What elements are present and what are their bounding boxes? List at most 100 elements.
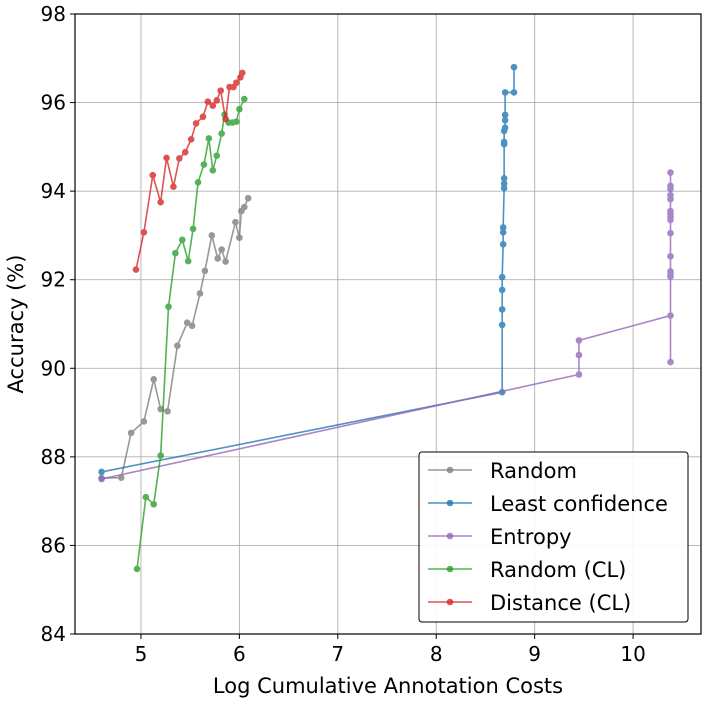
data-point-random-cl bbox=[218, 130, 225, 137]
data-point-distance-cl bbox=[149, 171, 157, 179]
data-point-least-confidence bbox=[499, 224, 507, 231]
data-point-entropy bbox=[667, 182, 674, 190]
legend-label: Entropy bbox=[490, 525, 572, 549]
legend-item: Random (CL) bbox=[428, 558, 626, 582]
data-point-random-cl bbox=[165, 303, 172, 311]
legend-item: Least confidence bbox=[428, 492, 668, 516]
data-point-least-confidence bbox=[510, 89, 518, 96]
data-point-random bbox=[201, 267, 209, 275]
y-tick-label: 90 bbox=[41, 356, 66, 380]
y-tick-label: 86 bbox=[41, 533, 66, 557]
data-point-random-cl bbox=[133, 565, 141, 573]
data-point-random bbox=[222, 258, 229, 265]
data-point-random bbox=[140, 418, 148, 425]
data-point-entropy bbox=[98, 475, 105, 483]
data-point-distance-cl bbox=[192, 120, 200, 127]
data-point-random bbox=[183, 319, 191, 326]
data-point-least-confidence bbox=[498, 286, 506, 294]
data-point-random-cl bbox=[142, 493, 150, 501]
data-point-entropy bbox=[667, 169, 674, 176]
data-point-random bbox=[236, 234, 243, 241]
data-point-distance-cl bbox=[209, 102, 217, 109]
data-point-distance-cl bbox=[217, 87, 224, 94]
data-point-distance-cl bbox=[204, 98, 212, 105]
series-layer bbox=[98, 63, 674, 573]
series-random-cl bbox=[133, 95, 248, 573]
legend: Random Least confidence Entropy Random (CL)… bbox=[418, 451, 689, 623]
data-point-entropy bbox=[667, 252, 674, 260]
data-point-random bbox=[174, 342, 181, 350]
series-entropy bbox=[98, 169, 674, 483]
data-point-distance-cl bbox=[157, 198, 164, 206]
data-point-entropy bbox=[667, 312, 674, 319]
legend-marker bbox=[446, 499, 454, 507]
legend-item: Random bbox=[428, 459, 577, 483]
data-point-random bbox=[196, 290, 204, 297]
y-tick-label: 98 bbox=[41, 2, 66, 26]
legend-item: Distance (CL) bbox=[428, 591, 631, 615]
data-point-distance-cl bbox=[233, 79, 240, 86]
x-tick-label: 9 bbox=[528, 642, 541, 666]
data-point-random bbox=[127, 429, 135, 437]
data-point-random bbox=[232, 218, 239, 226]
data-point-random-cl bbox=[205, 135, 213, 142]
data-point-distance-cl bbox=[170, 183, 177, 191]
data-point-random-cl bbox=[194, 178, 202, 186]
data-point-random-cl bbox=[189, 225, 197, 233]
data-point-random-cl bbox=[200, 161, 208, 168]
legend-marker bbox=[446, 598, 454, 606]
data-point-random bbox=[244, 194, 252, 202]
data-point-least-confidence bbox=[98, 468, 105, 476]
y-tick-label: 96 bbox=[41, 91, 66, 115]
legend-item: Entropy bbox=[428, 525, 572, 549]
data-point-entropy bbox=[575, 337, 583, 344]
x-tick-label: 10 bbox=[620, 642, 645, 666]
data-point-least-confidence bbox=[498, 273, 506, 281]
legend-label: Random (CL) bbox=[490, 558, 626, 582]
data-point-random bbox=[208, 232, 216, 239]
data-point-random-cl bbox=[178, 236, 186, 244]
data-point-least-confidence bbox=[499, 240, 507, 248]
data-point-least-confidence bbox=[501, 89, 509, 96]
legend-marker bbox=[446, 532, 454, 540]
data-point-least-confidence bbox=[501, 111, 509, 119]
data-point-random bbox=[218, 246, 225, 253]
data-point-entropy bbox=[667, 229, 674, 237]
legend-label: Distance (CL) bbox=[490, 591, 631, 615]
data-point-distance-cl bbox=[239, 69, 246, 77]
y-tick-label: 88 bbox=[41, 445, 66, 469]
legend-label: Random bbox=[490, 459, 577, 483]
data-point-distance-cl bbox=[132, 266, 140, 273]
y-tick-label: 92 bbox=[41, 268, 66, 292]
data-point-entropy bbox=[667, 207, 674, 215]
data-point-distance-cl bbox=[140, 229, 148, 236]
data-point-least-confidence bbox=[499, 229, 507, 236]
data-point-entropy bbox=[667, 358, 674, 366]
data-point-entropy bbox=[575, 371, 583, 378]
y-tick-label: 94 bbox=[41, 179, 66, 203]
data-point-entropy bbox=[667, 191, 674, 199]
data-point-distance-cl bbox=[213, 97, 221, 104]
data-point-random bbox=[240, 203, 248, 211]
data-point-least-confidence bbox=[498, 321, 506, 329]
data-point-entropy bbox=[575, 351, 583, 359]
data-point-random-cl bbox=[209, 167, 217, 174]
series-distance-cl bbox=[132, 69, 246, 273]
data-point-random bbox=[164, 407, 171, 415]
series-least-confidence bbox=[98, 63, 518, 476]
data-point-distance-cl bbox=[187, 136, 195, 143]
data-point-least-confidence bbox=[501, 124, 509, 132]
data-point-least-confidence bbox=[500, 138, 508, 146]
data-point-distance-cl bbox=[199, 113, 207, 121]
data-point-random-cl bbox=[213, 152, 221, 160]
plot-frame bbox=[74, 13, 702, 635]
data-point-entropy bbox=[667, 268, 674, 275]
data-point-distance-cl bbox=[222, 115, 229, 123]
legend-box bbox=[418, 451, 689, 623]
legend-label: Least confidence bbox=[490, 492, 668, 516]
x-tick-label: 8 bbox=[430, 642, 443, 666]
data-point-random bbox=[214, 255, 222, 262]
data-point-random-cl bbox=[184, 257, 192, 265]
legend-marker bbox=[446, 466, 454, 474]
